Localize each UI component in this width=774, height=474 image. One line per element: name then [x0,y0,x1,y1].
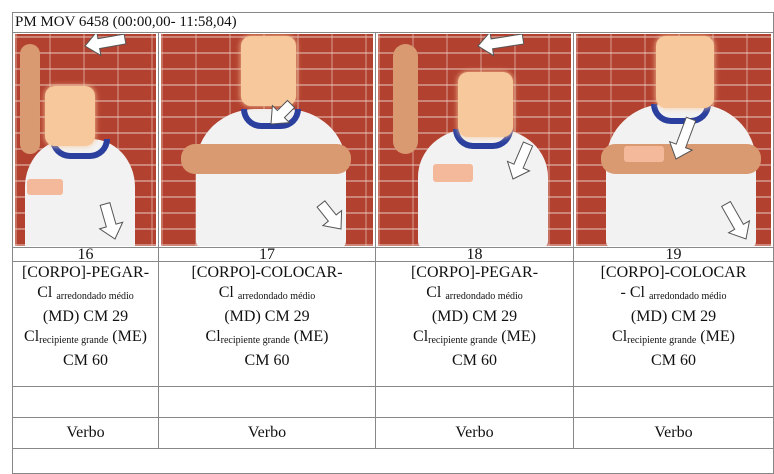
gloss-table: PM MOV 6458 (00:00,00- 11:58,04) 16 17 18 1… [12,12,774,474]
shirt [196,109,346,246]
classifier: Cl [612,328,628,345]
classifier: Cl [413,328,429,345]
frame-number: 17 [158,247,376,263]
classifier-sub: arredondado médio [648,291,727,302]
arrow [477,34,525,57]
gloss: [CORPO]-COLOCAR- Cl arredondado médio (MD)… [158,261,376,387]
photo [15,34,156,246]
gloss-line: Cl arredondado médio [376,283,573,307]
table-title: PM MOV 6458 (00:00,00- 11:58,04) [12,12,774,33]
classifier-sub: recipiente grande [220,335,290,346]
photo [161,34,373,246]
hand: (ME) [501,328,536,345]
classifier-sub: recipiente grande [39,335,109,346]
classifier: Cl [37,284,53,301]
photo [378,34,571,246]
category: Verbo [158,417,376,449]
arrow [668,116,697,160]
collar [50,139,110,159]
category: Verbo [573,417,774,449]
hand: (ME) [112,328,147,345]
hand-blur [624,146,664,162]
classifier-sub: arredondado médio [445,291,523,302]
gloss-line: Clrecipiente grande (ME) [574,327,773,351]
image-cell [375,32,574,248]
empty-cell [12,448,774,474]
gloss: [CORPO]-COLOCAR - Cl arredondado médio (MD… [573,261,774,387]
empty-cell [158,386,376,418]
gloss: [CORPO]-PEGAR- Cl arredondado médio (MD) C… [12,261,159,387]
classifier-sub: recipiente grande [627,335,697,346]
hand-blur [433,164,473,182]
gloss-line: CM 60 [244,352,290,369]
face-blur [241,36,296,106]
arm [181,144,351,174]
category: Verbo [12,417,159,449]
frame-number: 18 [375,247,574,263]
arrows [270,99,343,230]
arrow [270,99,296,125]
gloss-line: (MD) CM 29 [630,308,717,325]
arrow [98,202,124,240]
gloss-line: Cl arredondado médio [159,283,375,307]
photo [576,34,771,246]
classifier: Cl [205,328,221,345]
classifier-sub: arredondado médio [56,291,134,302]
gloss-line: (MD) CM 29 [431,308,518,325]
collar [453,129,513,149]
image-cell [158,32,376,248]
classifier-sub: arredondado médio [237,291,316,302]
gloss-line: [CORPO]-COLOCAR- [191,264,343,281]
hand: (ME) [700,328,735,345]
arrow [720,200,751,240]
gloss-line: Clrecipiente grande (ME) [13,327,158,351]
arrow [84,34,127,57]
arm [20,44,40,154]
arrow [506,141,534,180]
classifier-sub: recipiente grande [428,335,498,346]
arrow [316,200,343,230]
frame-number: 19 [573,247,774,263]
gloss-line: - Cl arredondado médio [574,283,773,307]
face-blur [458,72,513,137]
gloss-line: CM 60 [651,352,696,369]
frame-number: 16 [12,247,159,263]
face-blur [45,86,95,146]
gloss-line: [CORPO]-PEGAR- [410,264,539,281]
gloss: [CORPO]-PEGAR- Cl arredondado médio (MD) C… [375,261,574,387]
gloss-line: [CORPO]-COLOCAR [600,264,747,281]
gloss-line: Clrecipiente grande (ME) [376,327,573,351]
arm [393,44,418,154]
empty-cell [12,386,159,418]
collar [241,109,301,129]
hand: (ME) [293,328,329,345]
hand-blur [27,179,63,195]
gloss-line: (MD) CM 29 [42,308,129,325]
gloss-line: [CORPO]-PEGAR- [21,264,150,281]
face-blur [656,36,714,108]
classifier: - Cl [620,284,645,301]
gloss-line: (MD) CM 29 [224,308,310,325]
arrows [477,34,534,180]
classifier: Cl [218,284,234,301]
gloss-line: Cl arredondado médio [13,283,158,307]
arrows [668,116,751,240]
gloss-line: CM 60 [63,352,108,369]
image-cell [573,32,774,248]
image-cell [12,32,159,248]
classifier: Cl [426,284,442,301]
classifier: Cl [24,328,40,345]
gloss-line: CM 60 [452,352,497,369]
empty-cell [573,386,774,418]
arrows [84,34,127,240]
gloss-line: Clrecipiente grande (ME) [159,327,375,351]
category: Verbo [375,417,574,449]
collar [651,104,711,124]
empty-cell [375,386,574,418]
